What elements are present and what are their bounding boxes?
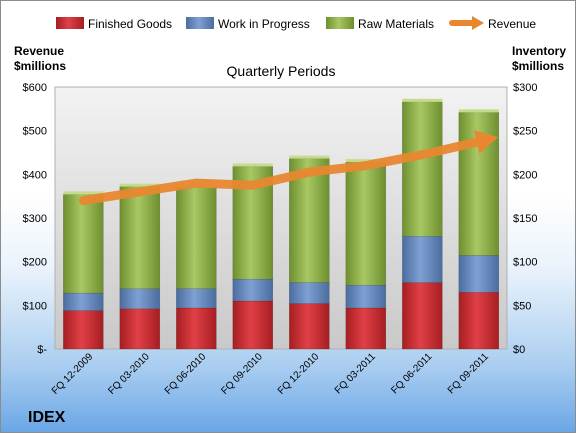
left-tick-label: $600	[23, 82, 47, 94]
left-axis-title-line1: Revenue	[14, 44, 64, 58]
legend: Finished Goods Work in Progress Raw Mate…	[56, 16, 536, 31]
right-axis-title-line2: $millions	[512, 59, 564, 73]
legend-item-finished-goods[interactable]: Finished Goods	[56, 17, 172, 31]
x-tick-label: FQ 12-2010	[276, 351, 322, 397]
bar-finished-goods[interactable]	[289, 303, 330, 350]
right-tick-label: $0	[513, 344, 525, 356]
x-tick-label: FQ 03-2010	[106, 351, 152, 397]
bar-top-cap	[402, 98, 443, 102]
right-tick-label: $150	[513, 213, 537, 225]
right-tick-label: $50	[513, 300, 531, 312]
left-tick-label: $400	[23, 169, 47, 181]
left-axis-title-line2: $millions	[14, 59, 66, 73]
bar-top-cap	[63, 191, 104, 195]
bars	[63, 98, 500, 350]
left-tick-label: $-	[37, 344, 47, 356]
right-tick-label: $300	[513, 82, 537, 94]
bar-finished-goods[interactable]	[402, 282, 443, 350]
legend-item-work-in-progress[interactable]: Work in Progress	[186, 17, 310, 31]
legend-swatch-work-in-progress	[186, 17, 214, 29]
bar-top-cap	[232, 163, 273, 167]
revenue-line-path[interactable]	[78, 137, 484, 205]
x-tick-label: FQ 12-2009	[50, 351, 96, 397]
x-tick-label: FQ 06-2010	[163, 351, 209, 397]
bar-work-in-progress[interactable]	[176, 288, 217, 309]
bar-work-in-progress[interactable]	[232, 278, 274, 302]
legend-swatch-raw-materials	[326, 17, 354, 29]
right-axis-ticks: $0 $50 $100 $150 $200 $250 $300	[513, 82, 537, 356]
bar-top-cap	[289, 155, 330, 159]
right-axis-title-line1: Inventory	[512, 44, 566, 58]
bar-top-cap	[119, 183, 160, 187]
left-tick-label: $200	[23, 257, 47, 269]
chart-title: Quarterly Periods	[227, 63, 336, 79]
legend-swatch-revenue-arrow	[472, 16, 484, 30]
left-tick-label: $300	[23, 213, 47, 225]
left-tick-label: $100	[23, 300, 47, 312]
legend-item-raw-materials[interactable]: Raw Materials	[326, 17, 434, 31]
company-name: IDEX	[28, 409, 66, 426]
right-tick-label: $200	[513, 169, 537, 181]
bar-work-in-progress[interactable]	[458, 255, 500, 293]
legend-label-finished-goods: Finished Goods	[88, 17, 172, 31]
bar-finished-goods[interactable]	[119, 308, 161, 350]
bar-raw-materials[interactable]	[63, 194, 104, 294]
x-tick-label: FQ 03-2011	[333, 351, 378, 396]
right-tick-label: $250	[513, 126, 537, 138]
x-axis-ticks: FQ 12-2009 FQ 03-2010 FQ 06-2010 FQ 09-2010…	[50, 351, 491, 397]
bar-raw-materials[interactable]	[119, 186, 161, 290]
bar-finished-goods[interactable]	[458, 291, 500, 350]
bar-work-in-progress[interactable]	[63, 292, 104, 311]
legend-label-raw-materials: Raw Materials	[358, 17, 434, 31]
bar-raw-materials[interactable]	[345, 161, 387, 286]
left-tick-label: $500	[23, 126, 47, 138]
bar-work-in-progress[interactable]	[119, 288, 161, 310]
legend-swatch-finished-goods	[56, 17, 84, 29]
bar-raw-materials[interactable]	[402, 101, 443, 237]
legend-item-revenue[interactable]: Revenue	[449, 16, 536, 31]
bar-finished-goods[interactable]	[232, 300, 274, 350]
bar-raw-materials[interactable]	[176, 187, 217, 289]
bar-work-in-progress[interactable]	[345, 284, 387, 309]
x-tick-label: FQ 09-2011	[446, 351, 491, 396]
x-tick-label: FQ 06-2011	[389, 351, 434, 396]
revenue-arrowhead	[474, 130, 499, 154]
bar-top-cap	[345, 159, 386, 163]
x-tick-label: FQ 09-2010	[219, 351, 265, 397]
left-axis-ticks: $- $100 $200 $300 $400 $500 $600	[23, 82, 48, 356]
legend-label-revenue: Revenue	[488, 17, 536, 31]
bar-finished-goods[interactable]	[345, 307, 387, 350]
legend-label-work-in-progress: Work in Progress	[218, 17, 310, 31]
bar-top-cap	[458, 109, 499, 113]
revenue-line	[78, 130, 499, 205]
bar-finished-goods[interactable]	[63, 310, 104, 350]
bar-work-in-progress[interactable]	[402, 236, 443, 283]
bar-finished-goods[interactable]	[176, 307, 217, 350]
right-tick-label: $100	[513, 257, 537, 269]
bar-work-in-progress[interactable]	[289, 282, 330, 304]
